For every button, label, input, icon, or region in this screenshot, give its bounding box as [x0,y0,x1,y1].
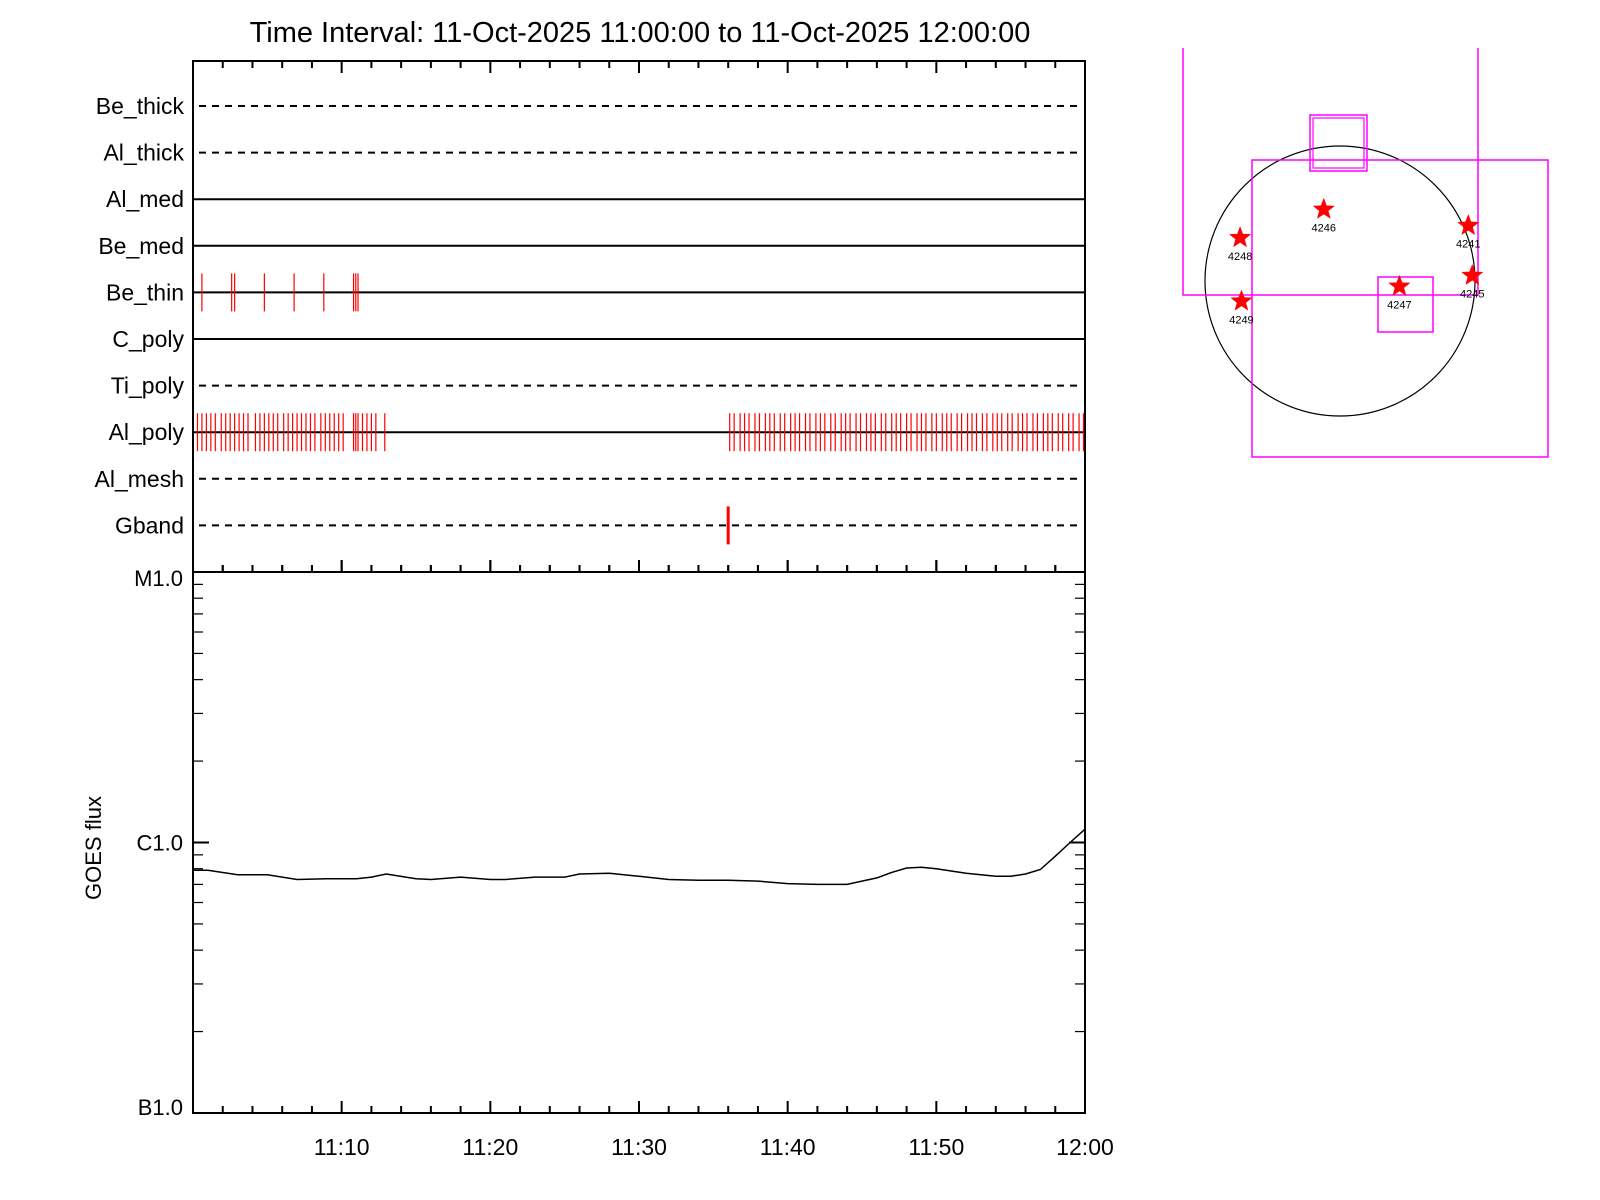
fov-box-ar4247 [1377,276,1434,333]
active-region-star [1230,289,1253,311]
row-label-c-poly: C_poly [112,326,184,352]
flux-frame [192,571,1086,1114]
fov-box-north [1309,114,1368,172]
active-region-star [1457,213,1480,236]
active-region-label: 4249 [1229,314,1253,326]
solar-disk-panel: 4246 4241 4248 4245 4247 4249 [1182,48,1549,458]
x-tick-label: 11:10 [314,1134,370,1160]
row-label-al-poly: Al_poly [109,419,185,445]
goes-flux-panel: M1.0 C1.0 B1.0 11:10 11:20 11:30 11:40 11:50 12:… [81,560,1114,1160]
x-tick-label: 11:50 [908,1134,964,1160]
row-label-al-mesh: Al_mesh [95,466,184,492]
y-axis-label: GOES flux [81,796,106,900]
active-region-label: 4248 [1228,251,1252,263]
goes-flux-line [193,828,1086,886]
row-label-gband: Gband [115,512,184,538]
row-label-al-med: Al_med [106,186,184,212]
x-tick-label: 11:20 [462,1134,518,1160]
timeline-frame [192,60,1086,573]
row-label-ti-poly: Ti_poly [111,373,185,399]
fov-box-north-inner [1312,117,1365,169]
row-label-be-thick: Be_thick [96,93,185,119]
active-region-star [1228,226,1252,248]
y-tick-label: B1.0 [138,1095,183,1120]
x-tick-label: 11:40 [760,1134,816,1160]
active-region-label: 4241 [1456,239,1480,251]
x-tick-label: 11:30 [611,1134,667,1160]
row-label-be-thin: Be_thin [106,279,184,305]
row-label-be-med: Be_med [98,233,184,259]
active-region-star [1461,263,1484,286]
active-region-star [1312,197,1335,219]
row-label-al-thick: Al_thick [103,140,184,166]
active-region-label: 4245 [1460,289,1484,301]
fov-box-wide [1251,159,1549,458]
active-region-star [1388,274,1411,296]
active-region-label: 4246 [1312,222,1336,234]
active-region-label: 4247 [1387,299,1411,311]
solar-limb [1204,145,1476,417]
x-tick-label: 12:00 [1056,1134,1114,1160]
fov-box-large [1182,48,1479,296]
chart-title: Time Interval: 11-Oct-2025 11:00:00 to 1… [250,17,1031,49]
timeline-panel: Be_thick Al_thick Al_med Be_med Be_thin C_pol… [95,60,1086,573]
y-tick-label: M1.0 [134,566,183,591]
y-tick-label: C1.0 [137,831,183,856]
